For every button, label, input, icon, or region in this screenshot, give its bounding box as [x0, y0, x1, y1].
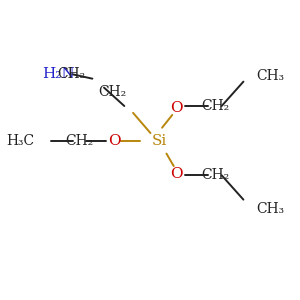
Text: CH₂: CH₂ — [99, 85, 127, 99]
Text: Si: Si — [152, 134, 167, 148]
Text: H₂N: H₂N — [43, 67, 75, 81]
Text: CH₂: CH₂ — [201, 168, 230, 182]
Text: CH₂: CH₂ — [57, 67, 85, 81]
Text: CH₂: CH₂ — [65, 134, 94, 148]
Text: H₃C: H₃C — [7, 134, 35, 148]
Text: CH₃: CH₃ — [256, 69, 285, 83]
Text: O: O — [170, 101, 183, 116]
Text: O: O — [170, 167, 183, 181]
Text: CH₃: CH₃ — [256, 202, 285, 216]
Text: O: O — [108, 134, 121, 148]
Text: CH₂: CH₂ — [201, 99, 230, 113]
